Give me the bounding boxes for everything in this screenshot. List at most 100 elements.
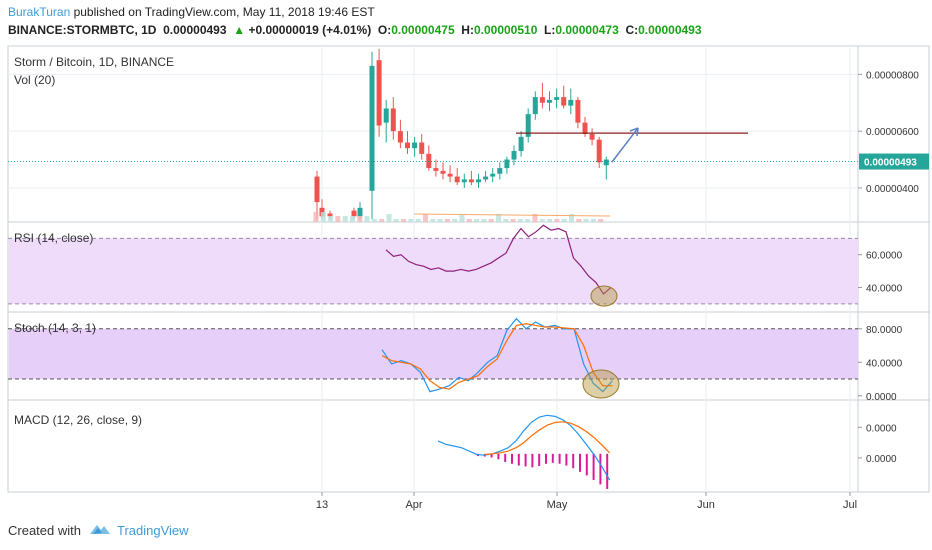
macd-line — [437, 414, 611, 481]
volume-bar — [313, 212, 319, 222]
candle-body — [476, 179, 481, 183]
close-label: C: — [625, 23, 639, 37]
candle-body — [568, 99, 574, 106]
rsi-band — [9, 238, 858, 304]
candle-body — [426, 153, 432, 169]
stoch-tick-label: 80.0000 — [866, 325, 903, 336]
stoch-d-line — [381, 323, 613, 390]
candle-body — [525, 114, 531, 137]
volume-bar — [474, 219, 480, 222]
volume-bar — [598, 219, 604, 222]
x-tick-label: Jul — [843, 499, 857, 511]
volume-bar — [532, 214, 538, 222]
volume-ma-line — [413, 213, 611, 217]
macd-title: MACD (12, 26, close, 9) — [14, 413, 142, 427]
volume-bar — [561, 219, 567, 222]
candle-body — [357, 207, 363, 217]
candle-body — [468, 179, 474, 183]
volume-bar — [401, 219, 407, 222]
candle-body — [504, 159, 510, 169]
candle-body — [483, 176, 489, 180]
macd-tick-label: 0.0000 — [866, 423, 897, 434]
price-tick-label: 0.00000800 — [866, 70, 919, 81]
high-value: 0.00000510 — [473, 23, 538, 37]
x-tick-label: May — [547, 499, 568, 511]
volume-bar — [357, 216, 363, 222]
volume-bar — [576, 219, 582, 222]
low-label: L: — [544, 23, 556, 37]
last-price-tag — [859, 153, 929, 170]
candle-body — [405, 142, 410, 149]
footer: Created with TradingView — [8, 522, 189, 539]
candle-body — [390, 108, 396, 132]
rsi-line — [385, 224, 612, 295]
volume-bar — [503, 219, 509, 222]
last-price-label: 0.00000493 — [864, 158, 917, 169]
open-value: 0.00000475 — [391, 23, 455, 37]
rsi-tick-label: 40.0000 — [866, 283, 903, 294]
volume-bar — [510, 219, 516, 222]
candle-body — [447, 173, 453, 177]
volume-bar — [320, 212, 326, 222]
close-value: 0.00000493 — [638, 23, 702, 37]
candle-body — [376, 60, 382, 126]
candle-body — [554, 97, 560, 100]
volume-bar — [554, 219, 560, 222]
tradingview-brand-link[interactable]: TradingView — [116, 523, 189, 538]
candle-body — [440, 170, 446, 174]
chart-frame — [7, 45, 930, 493]
volume-bar — [444, 219, 450, 222]
volume-bar — [386, 214, 392, 222]
rsi-tick-label: 60.0000 — [866, 251, 903, 262]
candle-body — [561, 97, 567, 106]
volume-bar — [459, 214, 465, 222]
tradingview-logo-icon[interactable] — [89, 522, 111, 539]
signal-line — [484, 421, 611, 456]
volume-bar — [569, 214, 574, 222]
volume-bar — [423, 214, 428, 222]
candle-body — [547, 99, 552, 103]
volume-bar — [335, 216, 341, 222]
volume-bar — [583, 219, 589, 222]
volume-bar — [415, 219, 421, 222]
candle-body — [433, 168, 439, 171]
candle-body — [497, 168, 503, 174]
open-label: O: — [377, 23, 392, 37]
volume-bar — [547, 219, 553, 222]
candle-body — [582, 122, 588, 134]
candle-body — [419, 142, 425, 154]
stoch-tick-label: 0.0000 — [866, 392, 897, 403]
stoch-highlight-ellipse — [582, 369, 620, 399]
publish-info: BurakTuran published on TradingView.com,… — [8, 5, 375, 19]
rsi-highlight-ellipse — [590, 285, 618, 307]
author-link[interactable]: BurakTuran — [8, 5, 71, 19]
volume-bar — [590, 219, 596, 222]
macd-tick-label: 0.0000 — [866, 454, 897, 465]
symbol-label: BINANCE:STORMBTC, 1D — [8, 23, 157, 37]
candle-body — [603, 159, 609, 166]
volume-bar — [430, 219, 436, 222]
volume-bar — [539, 219, 545, 222]
volume-bar — [342, 216, 348, 222]
volume-bar — [525, 219, 531, 222]
candle-body — [454, 176, 460, 183]
candle-body — [518, 136, 524, 152]
candle-body — [314, 176, 320, 203]
stoch-tick-label: 40.0000 — [866, 358, 903, 369]
stoch-title: Stoch (14, 3, 1) — [14, 321, 96, 335]
chart-area[interactable]: 13 Apr May Jun Jul 0.00000800 0.00000600 0.0000… — [0, 0, 932, 515]
created-with-text: Created with — [8, 523, 81, 538]
x-tick-label: Jun — [697, 499, 715, 511]
published-text: published on TradingView.com, May 11, 20… — [70, 5, 375, 19]
candle-body — [461, 179, 467, 183]
volume-bar — [364, 216, 370, 222]
volume-label: Vol (20) — [14, 73, 55, 87]
volume-bar — [379, 219, 385, 222]
volume-bar — [328, 216, 334, 222]
candle-body — [575, 99, 581, 123]
candle-body — [369, 65, 375, 191]
volume-bar — [350, 216, 355, 222]
candle-body — [351, 210, 357, 217]
volume-bar — [496, 214, 501, 222]
quote-line: BINANCE:STORMBTC, 1D 0.00000493 ▲ +0.000… — [8, 23, 702, 37]
